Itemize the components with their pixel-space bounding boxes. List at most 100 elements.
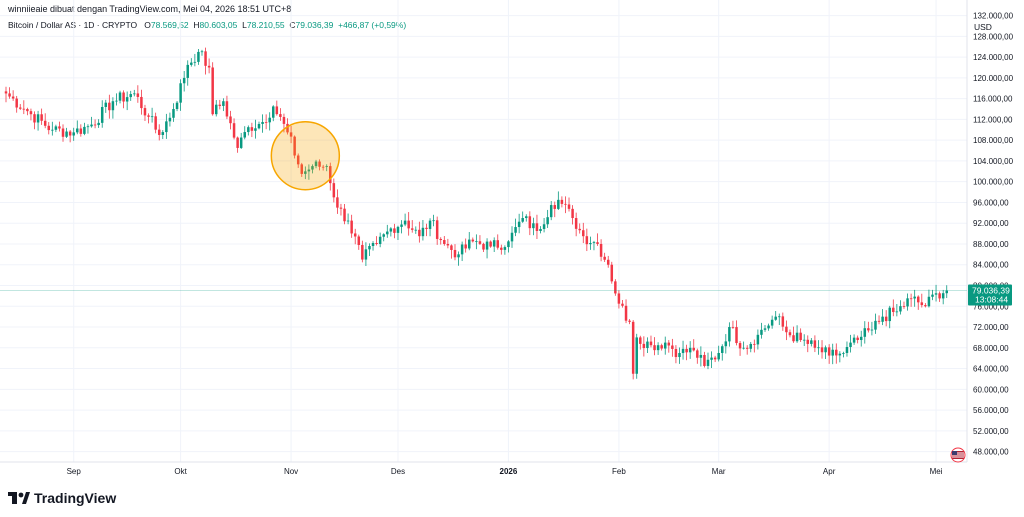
candle-body (585, 236, 589, 245)
candle-body (432, 220, 435, 222)
candle-body (781, 316, 785, 327)
candle-body (108, 102, 111, 111)
candle-body (820, 347, 824, 353)
time-tick-label: Sep (67, 467, 82, 476)
candle-body (104, 102, 108, 107)
candle-body (496, 240, 500, 248)
candle-body (93, 124, 97, 126)
price-tick-label: 64.000,00 (973, 365, 1009, 374)
candle-body (642, 343, 646, 349)
currency-label[interactable]: USD (974, 22, 992, 32)
candle-body (147, 115, 150, 117)
candle-body (778, 316, 781, 318)
candle-body (111, 101, 115, 111)
candle-body (774, 316, 777, 320)
candle-body (810, 340, 813, 344)
candle-body (724, 341, 728, 347)
candle-body (831, 349, 834, 356)
candle-body (68, 131, 72, 136)
candle-body (884, 316, 888, 322)
candle-body (364, 249, 368, 260)
price-tick-label: 120.000,00 (973, 74, 1014, 83)
candle-body (368, 246, 371, 250)
candle-body (346, 220, 350, 222)
candle-body (646, 341, 649, 349)
candle-body (157, 129, 161, 135)
candle-body (264, 121, 268, 123)
candle-body (617, 293, 621, 304)
price-tick-label: 100.000,00 (973, 178, 1014, 187)
candle-body (881, 316, 884, 322)
candle-body (920, 302, 924, 306)
candle-body (892, 307, 895, 313)
candle-body (172, 109, 175, 118)
candle-body (218, 104, 222, 106)
candle-body (421, 227, 425, 237)
candle-body (332, 183, 336, 198)
candle-body (118, 92, 122, 101)
candle-body (143, 108, 147, 116)
candle-body (599, 243, 603, 257)
candle-body (542, 224, 546, 229)
price-tick-label: 72.000,00 (973, 323, 1009, 332)
candle-body (795, 332, 799, 342)
candle-body (15, 98, 18, 108)
price-tick-label: 132.000,00 (973, 12, 1014, 21)
candle-body (614, 281, 617, 294)
candle-body (378, 236, 382, 244)
candle-body (596, 242, 599, 244)
price-axis: 132.000,00 128.000,00 124.000,00 120.000,00… (973, 12, 1014, 457)
candle-body (129, 94, 132, 98)
candle-body (243, 132, 246, 138)
candle-body (425, 227, 428, 229)
candle-body (877, 320, 881, 322)
candle-body (428, 220, 432, 229)
time-tick-label: Des (391, 467, 405, 476)
candle-body (314, 161, 318, 167)
candle-body (336, 197, 339, 208)
candle-body (849, 342, 852, 348)
candle-body (179, 83, 182, 103)
price-tick-label: 112.000,00 (973, 115, 1013, 124)
low-label: L (242, 20, 247, 30)
symbol-name[interactable]: Bitcoin / Dollar AS · 1D · CRYPTO (8, 20, 138, 30)
footer-brand: TradingView (8, 490, 116, 506)
candle-body (806, 339, 810, 344)
candle-body (403, 220, 407, 225)
candle-body (182, 77, 186, 84)
candle-body (467, 239, 471, 249)
candle-body (122, 92, 125, 102)
candle-body (443, 240, 446, 244)
candle-body (339, 207, 343, 209)
candle-body (439, 238, 442, 241)
flag-icon[interactable] (950, 447, 966, 463)
price-tick-label: 84.000,00 (973, 261, 1009, 270)
time-tick-label: Mei (930, 467, 943, 476)
high-label: H (193, 20, 200, 30)
candle-body (418, 229, 421, 237)
candle-body (663, 342, 667, 349)
candle-body (86, 126, 90, 128)
time-tick-label: Apr (823, 467, 836, 476)
candle-body (785, 326, 788, 333)
candle-body (653, 345, 656, 351)
candle-body (902, 306, 906, 307)
candle-body (835, 349, 838, 356)
candle-body (870, 329, 874, 331)
price-tick-label: 76.000,00 (973, 302, 1009, 311)
candle-body (838, 353, 842, 356)
price-tick-label: 68.000,00 (973, 344, 1009, 353)
candle-body (745, 347, 749, 349)
change-value: +466,87 (+0,59%) (338, 20, 407, 30)
candle-body (450, 245, 453, 250)
candle-body (410, 228, 414, 230)
candle-body (546, 217, 549, 225)
candle-body (318, 161, 321, 167)
candle-body (482, 243, 485, 250)
candle-body (824, 347, 827, 353)
last-price-countdown: 13:08:44 (975, 295, 1008, 305)
candle-body (742, 347, 745, 349)
candle-body (621, 303, 624, 306)
candle-body (90, 124, 93, 127)
